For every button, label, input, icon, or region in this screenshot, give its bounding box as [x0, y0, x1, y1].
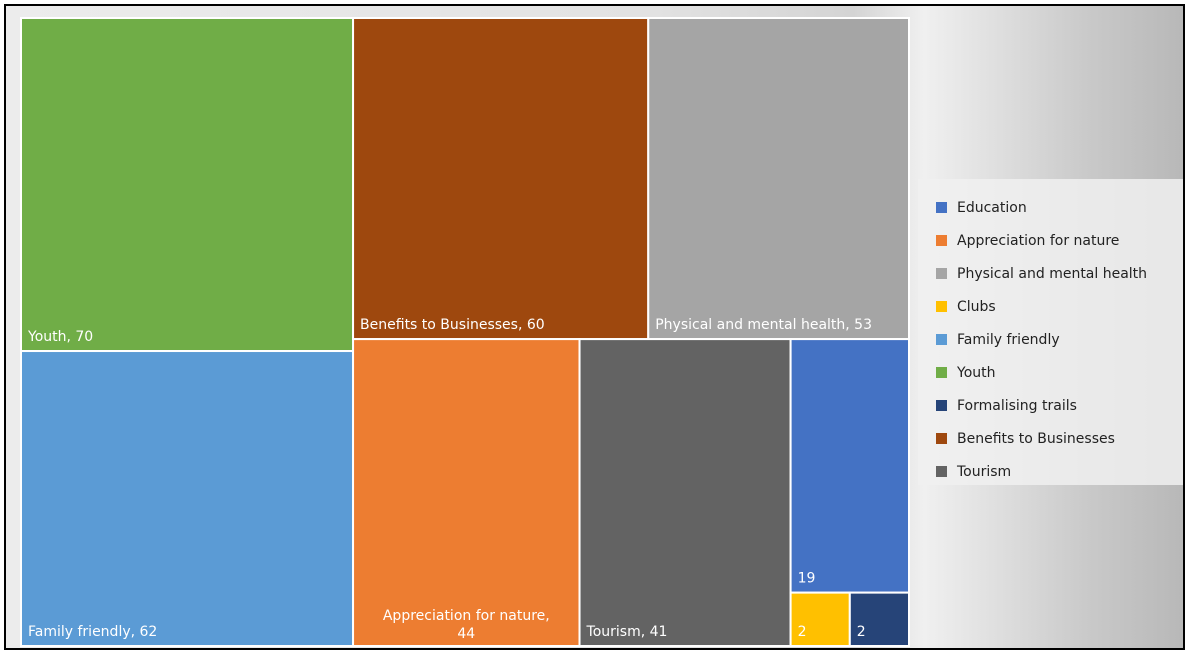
legend-label-tourism: Tourism	[957, 463, 1012, 480]
chart-frame: Youth, 70 Family friendly, 62 Benefits to …	[4, 4, 1185, 650]
legend-swatch-youth	[936, 367, 947, 378]
tile-label-appreciation-for-nature: Appreciation for nature, 44	[383, 608, 550, 642]
legend-item-education: Education	[936, 191, 1183, 224]
legend-swatch-family-friendly	[936, 334, 947, 345]
legend-label-education: Education	[957, 199, 1027, 216]
tile-label-family-friendly: Family friendly, 62	[28, 624, 157, 640]
legend-swatch-appreciation-for-nature	[936, 235, 947, 246]
tile-rect-youth	[20, 17, 355, 353]
tile-label-clubs: 2	[798, 624, 807, 640]
tile-rect-appreciation-for-nature	[352, 338, 581, 647]
tile-label-youth: Youth, 70	[27, 329, 93, 345]
tile-rect-benefits-to-businesses	[352, 17, 650, 341]
legend-item-formalising-trails: Formalising trails	[936, 389, 1183, 422]
treemap-chart: Youth, 70 Family friendly, 62 Benefits to …	[20, 17, 911, 647]
tile-formalising-trails: 2	[848, 591, 910, 647]
tile-rect-clubs	[789, 591, 851, 647]
legend-label-appreciation-for-nature: Appreciation for nature	[957, 232, 1120, 249]
tile-tourism: Tourism, 41	[578, 338, 792, 647]
tile-label-physical-and-mental-health: Physical and mental health, 53	[655, 317, 872, 333]
tile-rect-physical-and-mental-health	[647, 17, 910, 341]
legend-item-appreciation-for-nature: Appreciation for nature	[936, 224, 1183, 257]
legend-swatch-clubs	[936, 301, 947, 312]
legend-label-youth: Youth	[957, 364, 996, 381]
legend-swatch-physical-and-mental-health	[936, 268, 947, 279]
tile-label-benefits-to-businesses: Benefits to Businesses, 60	[360, 317, 545, 333]
legend-item-benefits-to-businesses: Benefits to Businesses	[936, 422, 1183, 455]
legend-items: Education Appreciation for nature Physical…	[936, 191, 1183, 488]
tile-family-friendly: Family friendly, 62	[20, 350, 355, 647]
tile-rect-family-friendly	[20, 350, 355, 647]
legend-item-physical-and-mental-health: Physical and mental health	[936, 257, 1183, 290]
legend-item-family-friendly: Family friendly	[936, 323, 1183, 356]
tile-education: 19	[789, 338, 911, 594]
legend-label-family-friendly: Family friendly	[957, 331, 1060, 348]
legend-label-benefits-to-businesses: Benefits to Businesses	[957, 430, 1115, 447]
tile-benefits-to-businesses: Benefits to Businesses, 60	[352, 17, 650, 341]
tile-clubs: 2	[789, 591, 851, 647]
chart-legend: Education Appreciation for nature Physical…	[918, 179, 1183, 485]
legend-swatch-tourism	[936, 466, 947, 477]
legend-item-youth: Youth	[936, 356, 1183, 389]
legend-item-clubs: Clubs	[936, 290, 1183, 323]
tile-label-tourism: Tourism, 41	[586, 624, 668, 640]
legend-swatch-education	[936, 202, 947, 213]
tile-physical-and-mental-health: Physical and mental health, 53	[647, 17, 910, 341]
tile-label-education: 19	[798, 571, 816, 587]
tile-label-formalising-trails: 2	[857, 624, 866, 640]
legend-label-formalising-trails: Formalising trails	[957, 397, 1077, 414]
tile-youth: Youth, 70	[20, 17, 355, 353]
legend-swatch-benefits-to-businesses	[936, 433, 947, 444]
header-strip	[0, 0, 1192, 6]
tile-rect-tourism	[578, 338, 792, 647]
tile-appreciation-for-nature: Appreciation for nature, 44	[352, 338, 581, 647]
legend-label-physical-and-mental-health: Physical and mental health	[957, 265, 1148, 282]
tile-rect-education	[789, 338, 911, 594]
legend-item-tourism: Tourism	[936, 455, 1183, 488]
legend-swatch-formalising-trails	[936, 400, 947, 411]
legend-label-clubs: Clubs	[957, 298, 996, 315]
tile-rect-formalising-trails	[848, 591, 910, 647]
